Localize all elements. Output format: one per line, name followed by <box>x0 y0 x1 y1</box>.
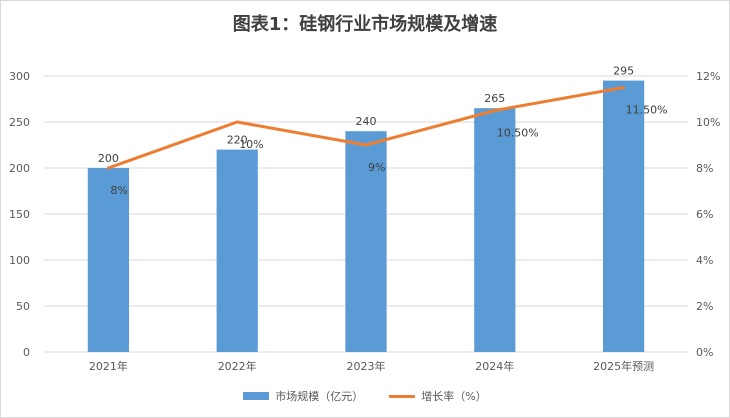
bar-value-label: 265 <box>484 92 505 105</box>
y-left-tick-label: 300 <box>9 70 30 83</box>
x-tick-label: 2023年 <box>347 359 386 373</box>
chart-title: 图表1：硅钢行业市场规模及增速 <box>232 14 498 35</box>
y-left-tick-label: 250 <box>9 116 30 129</box>
y-left-tick-label: 50 <box>16 300 30 313</box>
y-left-tick-label: 150 <box>9 208 30 221</box>
bar <box>474 108 516 352</box>
legend-label-line: 增长率（%） <box>421 390 487 403</box>
y-left-tick-label: 0 <box>23 346 30 359</box>
bar-value-label: 200 <box>98 152 119 165</box>
x-tick-label: 2025年预测 <box>593 359 654 373</box>
line-point <box>622 86 626 89</box>
line-value-label: 10.50% <box>497 127 539 140</box>
line-point <box>493 109 497 112</box>
line-point <box>106 166 110 170</box>
y-right-tick-label: 0% <box>696 346 713 359</box>
y-right-tick-label: 2% <box>696 300 713 313</box>
x-tick-label: 2021年 <box>89 359 128 373</box>
line-value-label: 10% <box>239 138 263 151</box>
legend-item-line: 增长率（%） <box>389 388 487 404</box>
y-right-tick-label: 10% <box>696 116 720 129</box>
y-right-tick-label: 4% <box>696 254 713 267</box>
legend-swatch-line <box>389 394 416 398</box>
line-value-label: 11.50% <box>626 104 668 117</box>
line-value-label: 9% <box>368 161 385 174</box>
bar <box>87 168 130 352</box>
bar <box>602 80 645 352</box>
line-point <box>235 120 239 124</box>
bar <box>345 131 387 352</box>
legend-swatch-bar <box>243 392 270 400</box>
y-left-tick-label: 200 <box>9 162 30 175</box>
y-right-tick-label: 12% <box>696 70 720 83</box>
line-point <box>364 143 368 147</box>
y-right-tick-label: 6% <box>696 208 713 221</box>
legend-label-bar: 市场规模（亿元） <box>275 390 364 403</box>
line-value-label: 8% <box>110 184 127 197</box>
bar-value-label: 240 <box>356 115 377 128</box>
y-right-tick-label: 8% <box>696 162 713 175</box>
x-tick-label: 2024年 <box>475 359 514 373</box>
bar <box>216 149 258 352</box>
chart-legend: 市场规模（亿元） 增长率（%） <box>0 388 730 404</box>
bar-value-label: 295 <box>613 65 634 78</box>
legend-item-bar: 市场规模（亿元） <box>243 388 363 404</box>
bar-value-label: 220 <box>227 134 248 147</box>
y-left-tick-label: 100 <box>9 254 30 267</box>
x-tick-label: 2022年 <box>218 359 257 373</box>
